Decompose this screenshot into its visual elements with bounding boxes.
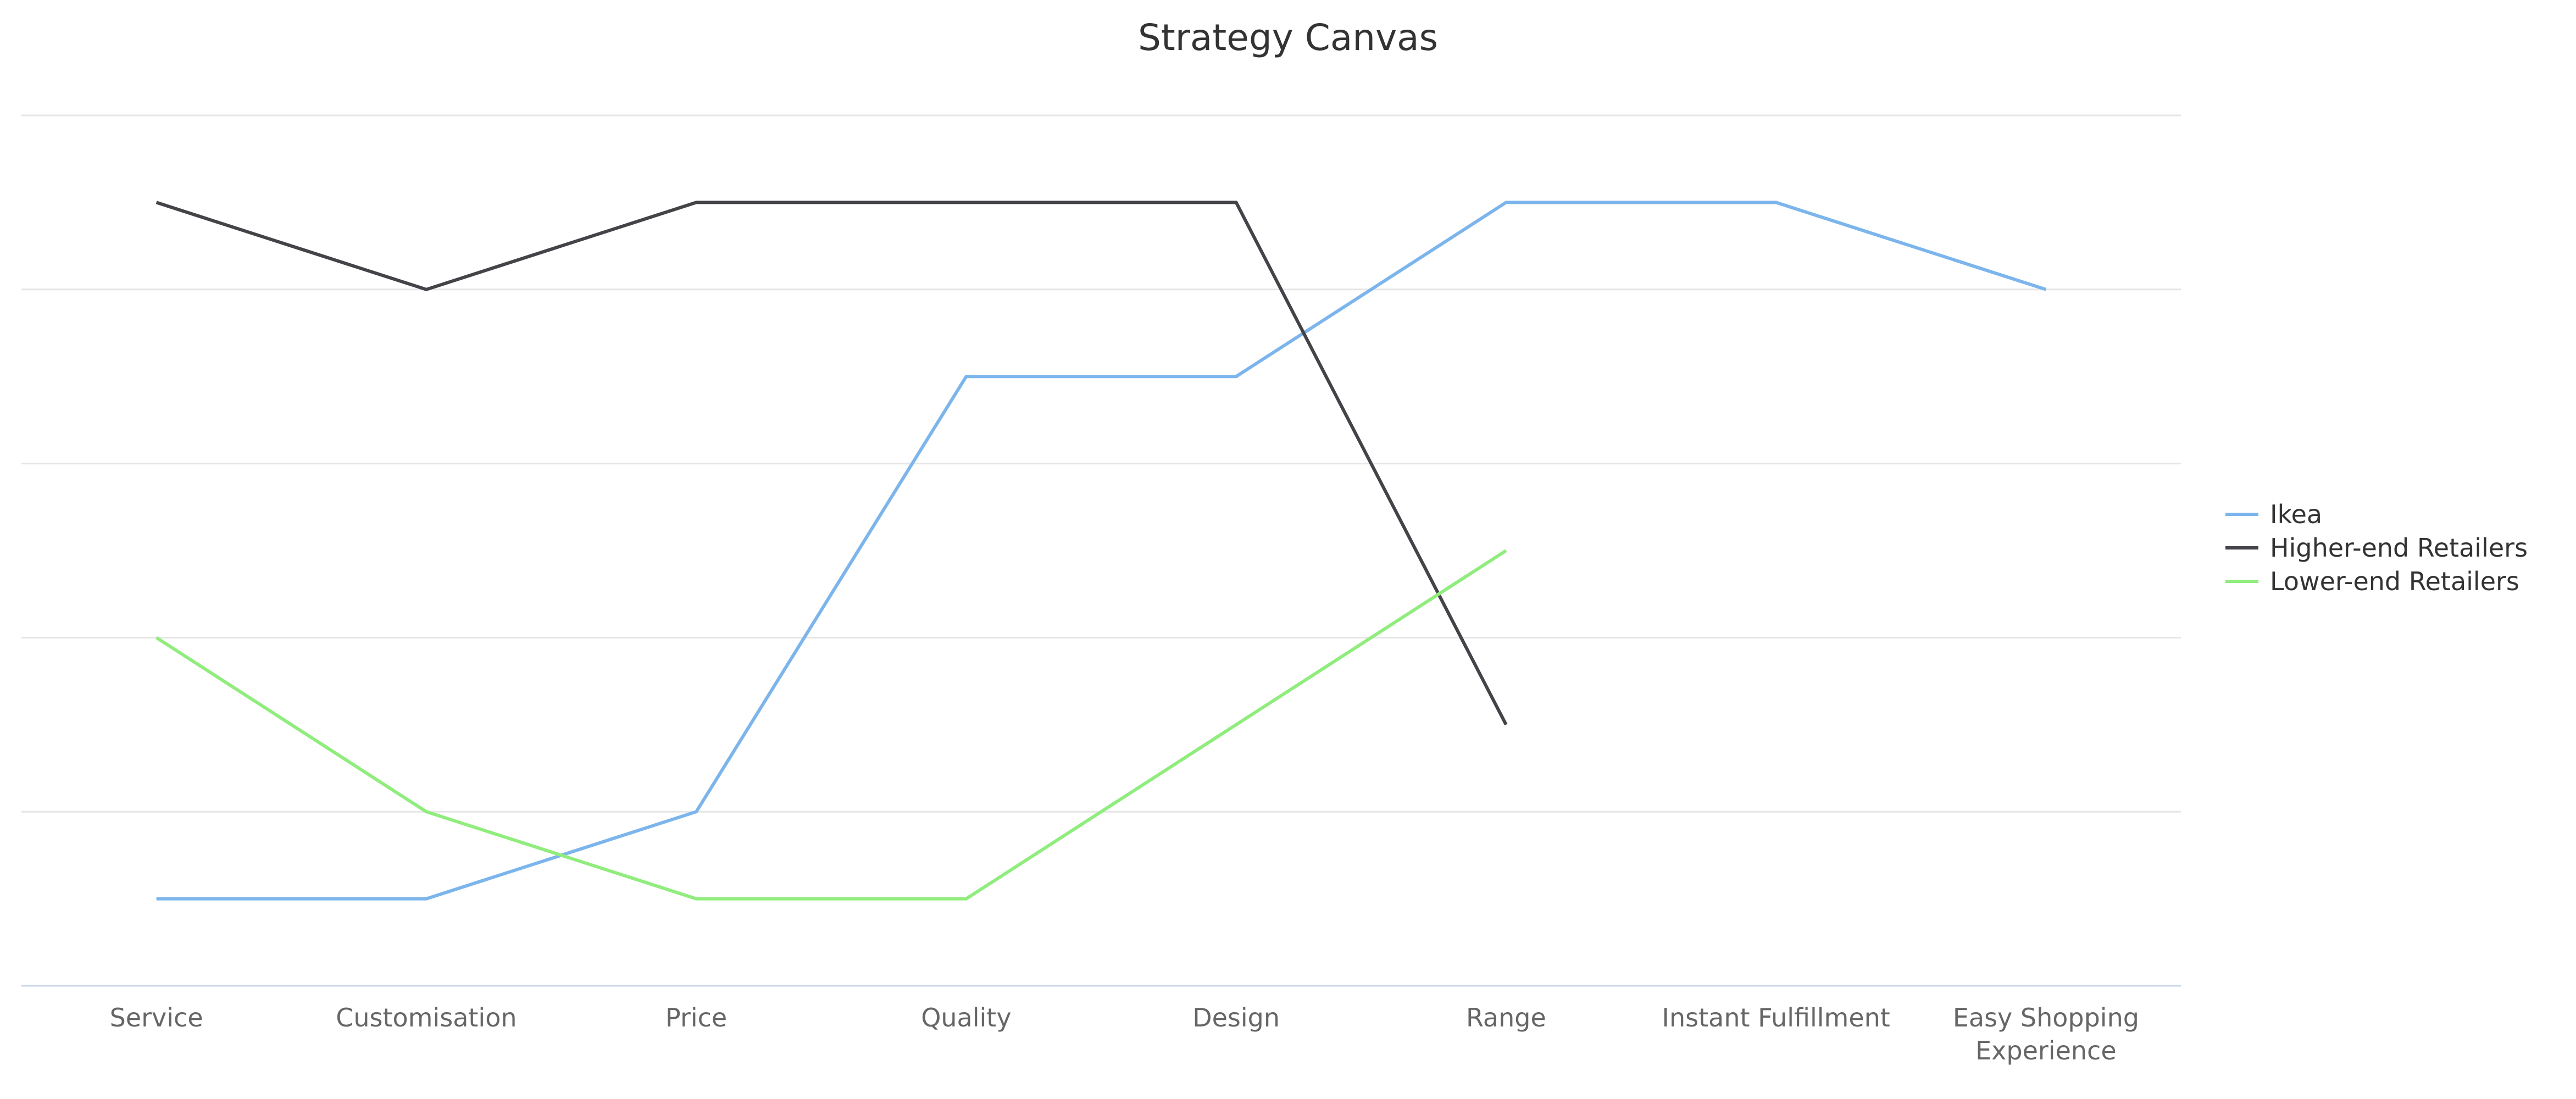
series-line xyxy=(155,549,1507,901)
legend-label: Ikea xyxy=(2270,499,2323,529)
x-tick-label: Price xyxy=(665,1003,728,1033)
x-tick-label: Service xyxy=(109,1003,203,1033)
x-tick-label: Customisation xyxy=(336,1003,517,1033)
x-tick-label: Quality xyxy=(921,1003,1012,1033)
chart-title: Strategy Canvas xyxy=(1137,16,1438,59)
x-tick-label: Design xyxy=(1192,1003,1280,1033)
series-line xyxy=(156,201,2047,901)
x-tick-label: Easy Shopping Experience xyxy=(1952,1003,2139,1065)
legend-label: Lower-end Retailers xyxy=(2270,567,2519,596)
x-tick-label: Range xyxy=(1465,1003,1546,1033)
legend-label: Higher-end Retailers xyxy=(2270,533,2528,563)
series-line xyxy=(156,201,1508,726)
x-tick-label: Instant Fulfillment xyxy=(1662,1003,1890,1033)
